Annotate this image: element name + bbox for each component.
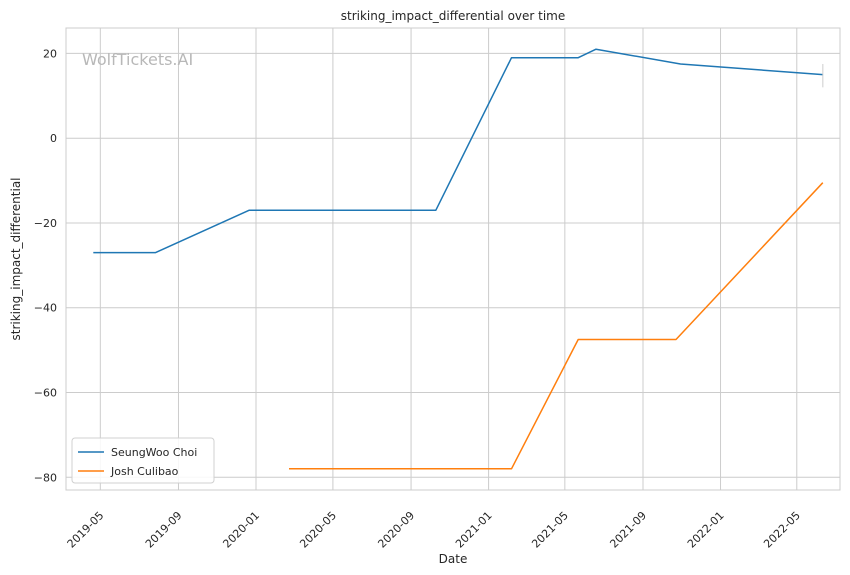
y-axis-ticks: 20 0 −20 −40 −60 −80 — [34, 47, 57, 484]
x-axis-ticks: 2019-05 2019-09 2020-01 2020-05 2020-09 2021-… — [65, 509, 803, 551]
y-tick-label: 20 — [43, 47, 57, 60]
x-tick-label: 2019-05 — [65, 509, 107, 551]
y-axis-label: striking_impact_differential — [9, 177, 23, 340]
x-tick-label: 2021-05 — [529, 509, 571, 551]
x-tick-label: 2022-01 — [685, 509, 727, 551]
legend-label-josh-culibao: Josh Culibao — [110, 465, 179, 478]
x-tick-label: 2021-01 — [453, 509, 495, 551]
y-tick-label: −20 — [34, 217, 57, 230]
series-lines — [93, 48, 824, 470]
y-tick-label: −60 — [34, 387, 57, 400]
watermark: WolfTickets.AI — [82, 50, 193, 69]
x-tick-label: 2020-01 — [220, 509, 262, 551]
x-tick-label: 2019-09 — [143, 509, 185, 551]
plot-frame — [65, 27, 841, 491]
x-tick-label: 2020-09 — [375, 509, 417, 551]
y-tick-label: −80 — [34, 471, 57, 484]
x-tick-label: 2021-09 — [607, 509, 649, 551]
x-tick-label: 2020-05 — [297, 509, 339, 551]
y-tick-label: −40 — [34, 302, 57, 315]
legend-label-seungwoo-choi: SeungWoo Choi — [111, 446, 197, 459]
x-tick-label: 2022-05 — [761, 509, 803, 551]
series-line-josh-culibao — [289, 182, 824, 470]
grid-lines — [66, 28, 840, 490]
y-tick-label: 0 — [50, 132, 57, 145]
x-axis-label: Date — [439, 552, 468, 566]
chart-title: striking_impact_differential over time — [341, 9, 566, 23]
legend: SeungWoo Choi Josh Culibao — [71, 437, 215, 484]
legend-box — [71, 437, 215, 484]
series-line-seungwoo-choi — [93, 48, 823, 254]
